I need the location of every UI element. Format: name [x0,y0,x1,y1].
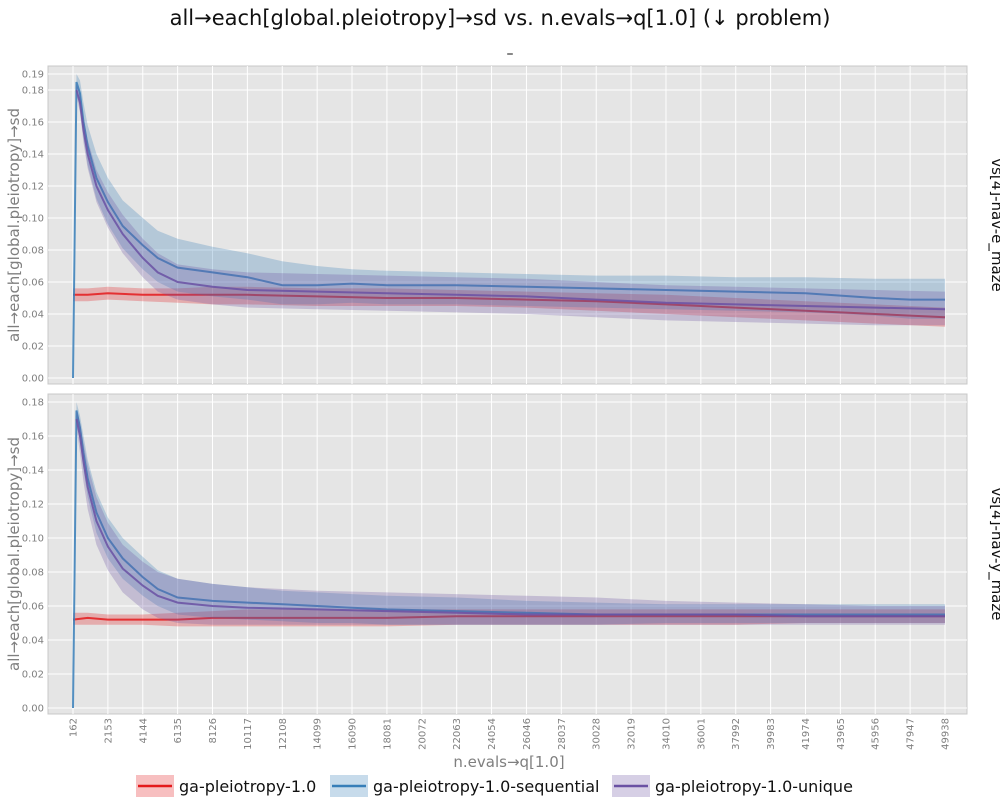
y-tick-label: 0.18 [22,86,44,97]
y-tick-label: 0.12 [22,500,44,511]
y-tick-label: 0.19 [22,70,44,81]
x-tick-label: 14099 [313,718,324,750]
chart-title: all→each[global.pleiotropy]→sd vs. n.eva… [170,6,831,30]
y-tick-label: 0.06 [22,278,44,289]
legend-label: ga-pleiotropy-1.0 [179,777,316,796]
y-tick-label: 0.14 [22,150,44,161]
legend-item: ga-pleiotropy-1.0-unique [612,775,853,797]
x-tick-label: 43965 [836,718,847,750]
x-tick-label: 41974 [801,718,812,750]
y-tick-label: 0.00 [22,374,44,385]
panel-background [47,393,968,715]
y-tick-label: 0.16 [22,432,44,443]
y-tick-label: 0.10 [22,214,44,225]
x-tick-label: 45956 [871,718,882,750]
legend: ga-pleiotropy-1.0 ga-pleiotropy-1.0-seque… [136,775,853,797]
y-axis-label: all→each[global.pleiotropy]→sd [5,108,23,342]
legend-label: ga-pleiotropy-1.0-sequential [373,777,599,796]
x-tick-label: 16090 [348,718,359,750]
x-tick-label: 18081 [382,718,393,750]
x-tick-label: 49938 [941,718,952,750]
chart-subtitle: – [507,46,514,62]
x-tick-label: 34010 [661,718,672,750]
line-ga-pleiotropy-1.0-unique [75,418,945,618]
panel-0: 0.00 0.02 0.04 0.06 0.08 0.10 0.12 0.14 0.16 0.18… [5,65,1000,385]
legend-label: ga-pleiotropy-1.0-unique [655,777,853,796]
x-tick-label: 26046 [522,718,533,750]
x-tick-label: 22063 [452,718,463,750]
x-tick-label: 162 [69,718,80,737]
x-tick-label: 39983 [766,718,777,750]
x-tick-label: 36001 [696,718,707,750]
y-tick-label: 0.02 [22,342,44,353]
line-ga-pleiotropy-1.0 [72,615,945,621]
x-tick-label: 4144 [138,718,149,743]
ribbon-ga-pleiotropy-1.0-sequential [73,74,945,378]
panels: 0.00 0.02 0.04 0.06 0.08 0.10 0.12 0.14 0.16 0.18… [5,65,1000,750]
y-tick-label: 0.08 [22,246,44,257]
y-tick-label: 0.08 [22,568,44,579]
x-tick-label: 37992 [731,718,742,750]
y-axis-label: all→each[global.pleiotropy]→sd [5,437,23,671]
x-axis-label: n.evals→q[1.0] [453,753,564,771]
facet-label: vs[4]-nav-y_maze [987,488,1000,621]
y-tick-label: 0.06 [22,602,44,613]
x-tick-label: 2153 [103,718,114,743]
ribbon-ga-pleiotropy-1.0-unique [76,410,946,625]
panel-1: 0.00 0.02 0.04 0.06 0.08 0.10 0.12 0.14 0.16 0.18… [5,393,1000,715]
x-tick-label: 8126 [208,718,219,743]
line-ga-pleiotropy-1.0-unique [75,89,946,311]
x-tick-label: 20072 [417,718,428,750]
y-tick-label: 0.04 [22,636,44,647]
line-ga-pleiotropy-1.0 [73,292,946,319]
y-tick-label: 0.14 [22,466,44,477]
facet-label: vs[4]-nav-e_maze [987,158,1000,292]
x-tick-label: 10117 [243,718,254,750]
x-tick-label: 6135 [173,718,184,743]
y-tick-label: 0.00 [22,704,44,715]
x-tick-label: 28037 [557,718,568,750]
x-tick-labels: 162 2153 4144 6135 8126 10117 12108 14099 16090 1… [69,718,952,750]
y-tick-label: 0.16 [22,118,44,129]
legend-item: ga-pleiotropy-1.0-sequential [330,775,599,797]
y-tick-label: 0.18 [22,398,44,409]
line-ga-pleiotropy-1.0-sequential [72,81,945,379]
y-tick-label: 0.12 [22,182,44,193]
x-tick-label: 30028 [592,718,603,750]
y-tick-label: 0.04 [22,310,44,321]
x-tick-label: 12108 [278,718,289,750]
y-tick-label: 0.02 [22,670,44,681]
y-tick-label: 0.10 [22,534,44,545]
x-tick-label: 47947 [906,718,917,750]
x-tick-label: 32019 [627,718,638,750]
legend-item: ga-pleiotropy-1.0 [136,775,316,797]
x-tick-label: 24054 [487,718,498,750]
panel-background [47,65,968,385]
ribbon-ga-pleiotropy-1.0-unique [76,83,946,326]
